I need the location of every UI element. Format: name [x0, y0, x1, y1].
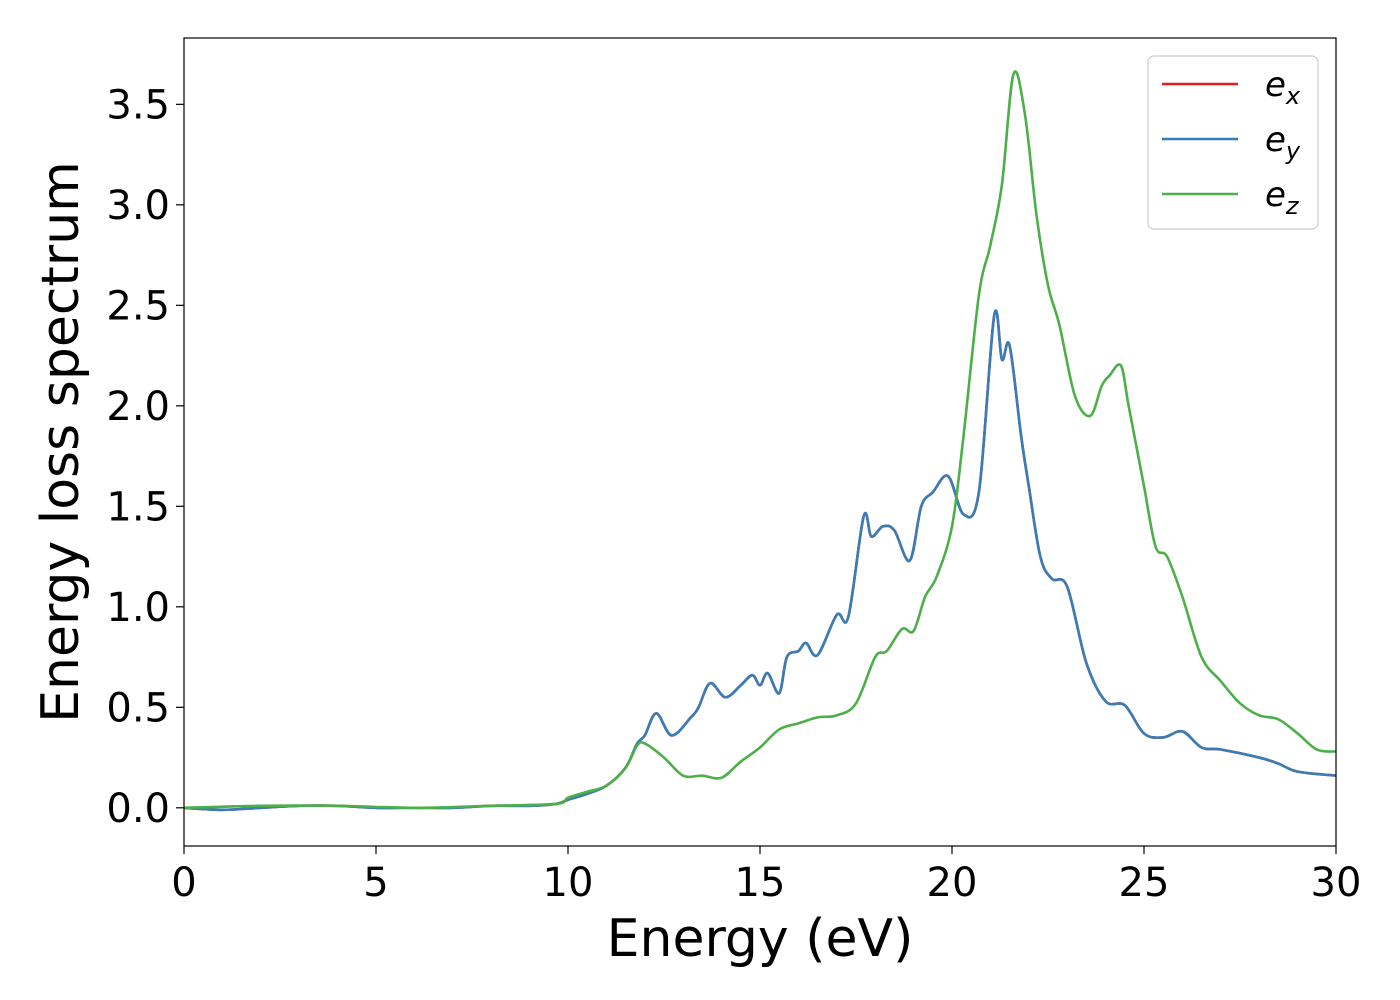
series-layer [183, 70, 1337, 812]
x-tick-label: 10 [543, 860, 594, 906]
x-tick-label: 0 [171, 860, 196, 906]
y-tick-label: 2.5 [106, 283, 170, 329]
y-axis-label: Energy loss spectrum [31, 161, 91, 723]
y-tick-label: 1.5 [106, 484, 170, 530]
legend: ex ey ez [1147, 55, 1319, 230]
x-tick-label: 20 [927, 860, 978, 906]
y-tick-label: 1.0 [106, 585, 170, 631]
y-tick-label: 3.0 [106, 183, 170, 229]
x-tick-label: 15 [735, 860, 786, 906]
plot-background [184, 38, 1336, 846]
legend-label-z: ez [1265, 175, 1300, 220]
legend-label-x: ex [1265, 65, 1301, 110]
x-tick-label: 30 [1311, 860, 1362, 906]
y-tick-label: 0.5 [106, 685, 170, 731]
legend-box [1147, 55, 1319, 230]
y-tick-label: 2.0 [106, 384, 170, 430]
x-axis-ticks: 0 5 10 15 20 25 30 [171, 846, 1361, 906]
y-axis-ticks: 0.0 0.5 1.0 1.5 2.0 2.5 3.0 3.5 [106, 82, 184, 832]
y-tick-label: 0.0 [106, 786, 170, 832]
legend-label-y: ey [1265, 120, 1301, 165]
x-axis-label: Energy (eV) [607, 909, 914, 969]
x-tick-label: 5 [363, 860, 388, 906]
x-tick-label: 25 [1119, 860, 1170, 906]
series-line-z [183, 70, 1337, 810]
y-tick-label: 3.5 [106, 82, 170, 128]
